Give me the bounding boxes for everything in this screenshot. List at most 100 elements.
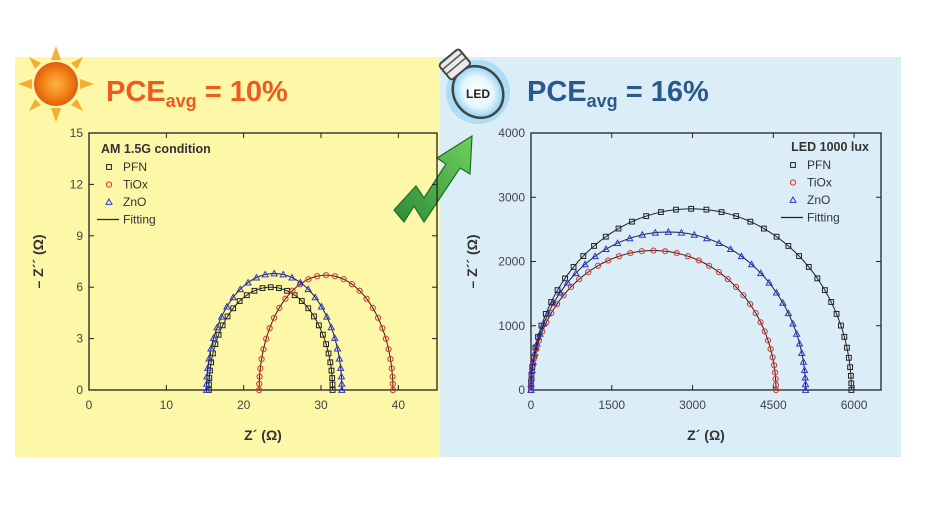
x-tick-label: 6000 bbox=[841, 398, 868, 412]
legend-label-zno: ZnO bbox=[807, 193, 830, 207]
data-point-pfn bbox=[828, 299, 835, 305]
x-axis-title: Z´ (Ω) bbox=[687, 427, 725, 443]
data-point-zno bbox=[801, 385, 810, 393]
data-point-zno bbox=[279, 270, 288, 278]
x-tick-label: 10 bbox=[160, 398, 174, 412]
data-point-tiox bbox=[764, 337, 772, 344]
data-point-tiox bbox=[340, 276, 347, 283]
data-point-zno bbox=[288, 273, 296, 281]
data-point-zno bbox=[335, 354, 344, 362]
data-point-zno bbox=[591, 252, 599, 260]
data-point-tiox bbox=[576, 276, 583, 283]
data-point-pfn bbox=[311, 313, 317, 320]
data-point-pfn bbox=[718, 209, 725, 215]
data-point-tiox bbox=[752, 310, 759, 317]
data-point-tiox bbox=[263, 335, 270, 342]
data-point-pfn bbox=[747, 218, 754, 225]
x-tick-label: 40 bbox=[392, 398, 406, 412]
data-point-tiox bbox=[289, 287, 296, 294]
data-point-zno bbox=[205, 354, 213, 362]
data-point-zno bbox=[536, 329, 544, 337]
pce-right-label: PCEavg = 16% bbox=[527, 76, 709, 112]
legend-label-pfn: PFN bbox=[123, 160, 147, 174]
data-point-zno bbox=[556, 288, 565, 296]
data-point-tiox bbox=[257, 365, 264, 372]
data-point-tiox bbox=[374, 314, 382, 321]
pce-right-prefix: PCE bbox=[527, 76, 587, 108]
data-point-tiox bbox=[322, 272, 330, 279]
data-point-tiox bbox=[256, 380, 263, 388]
data-point-tiox bbox=[770, 362, 778, 369]
y-tick-label: 12 bbox=[70, 177, 84, 191]
data-point-zno bbox=[602, 245, 610, 253]
data-point-tiox bbox=[605, 257, 612, 264]
data-point-pfn bbox=[838, 322, 844, 329]
legend-marker-tiox bbox=[789, 179, 797, 186]
data-point-pfn bbox=[673, 206, 679, 213]
legend-label-tiox: TiOx bbox=[123, 178, 148, 192]
legend-title: AM 1.5G condition bbox=[101, 142, 211, 156]
y-tick-label: 0 bbox=[76, 383, 83, 397]
data-point-tiox bbox=[270, 314, 278, 321]
x-tick-label: 1500 bbox=[598, 398, 625, 412]
data-point-tiox bbox=[256, 386, 263, 394]
data-point-zno bbox=[213, 323, 222, 331]
data-point-pfn bbox=[276, 285, 282, 292]
data-point-zno bbox=[651, 228, 660, 236]
pce-right-value: = 16% bbox=[617, 76, 709, 108]
data-point-zno bbox=[296, 278, 305, 286]
data-point-pfn bbox=[848, 387, 855, 393]
x-axis-title: Z´ (Ω) bbox=[244, 427, 282, 443]
data-point-pfn bbox=[305, 305, 312, 312]
data-point-zno bbox=[549, 298, 558, 306]
data-point-zno bbox=[322, 312, 331, 320]
data-point-tiox bbox=[673, 249, 680, 257]
data-point-zno bbox=[527, 385, 535, 393]
data-point-tiox bbox=[363, 295, 370, 302]
data-point-tiox bbox=[740, 292, 747, 299]
data-point-tiox bbox=[276, 304, 283, 311]
data-point-pfn bbox=[847, 372, 854, 379]
chart-left: 0 10 20 30 40 0 3 6 9 12 15 Z´ (Ω) – Z´´ (Ω) AM 1.5G … bbox=[30, 126, 438, 443]
y-tick-label: 2000 bbox=[498, 255, 525, 269]
legend-label-fitting: Fitting bbox=[123, 213, 156, 227]
data-point-zno bbox=[797, 349, 806, 356]
data-point-pfn bbox=[615, 225, 622, 232]
pce-left-prefix: PCE bbox=[106, 76, 166, 108]
data-point-pfn bbox=[328, 367, 335, 374]
data-point-zno bbox=[527, 380, 535, 388]
data-point-zno bbox=[330, 333, 339, 341]
y-tick-label: 1000 bbox=[498, 319, 525, 333]
data-point-zno bbox=[563, 278, 572, 286]
chart-right: 0 1500 3000 4500 6000 0 1000 2000 3000 4000 Z´ (Ω)… bbox=[464, 126, 882, 443]
legend-marker-zno bbox=[789, 195, 797, 203]
data-point-tiox bbox=[314, 273, 321, 280]
data-point-zno bbox=[202, 385, 211, 393]
data-point-pfn bbox=[591, 243, 597, 249]
data-point-tiox bbox=[615, 253, 623, 260]
data-point-pfn bbox=[219, 322, 226, 329]
led-bulb-icon: LED bbox=[438, 48, 510, 124]
data-point-zno bbox=[690, 230, 699, 238]
data-point-tiox bbox=[387, 356, 394, 363]
data-point-pfn bbox=[805, 264, 812, 270]
data-point-tiox bbox=[638, 248, 645, 255]
legend-label-tiox: TiOx bbox=[807, 176, 832, 190]
data-point-tiox bbox=[567, 283, 575, 291]
data-point-pfn bbox=[703, 206, 710, 213]
data-point-pfn bbox=[267, 284, 274, 291]
data-point-pfn bbox=[833, 310, 840, 317]
data-point-pfn bbox=[329, 375, 336, 381]
data-point-pfn bbox=[814, 275, 821, 282]
legend-label-zno: ZnO bbox=[123, 195, 146, 209]
data-point-zno bbox=[638, 230, 647, 238]
data-point-zno bbox=[737, 252, 746, 260]
legend: AM 1.5G condition PFN TiOx ZnO Fitting bbox=[97, 142, 211, 227]
data-point-zno bbox=[715, 239, 723, 247]
data-point-tiox bbox=[388, 365, 395, 372]
data-point-zno bbox=[207, 344, 215, 352]
legend: LED 1000 lux PFN TiOx ZnO Fitting bbox=[781, 140, 869, 225]
data-point-pfn bbox=[848, 380, 855, 387]
pce-left-label: PCEavg = 10% bbox=[106, 76, 288, 112]
